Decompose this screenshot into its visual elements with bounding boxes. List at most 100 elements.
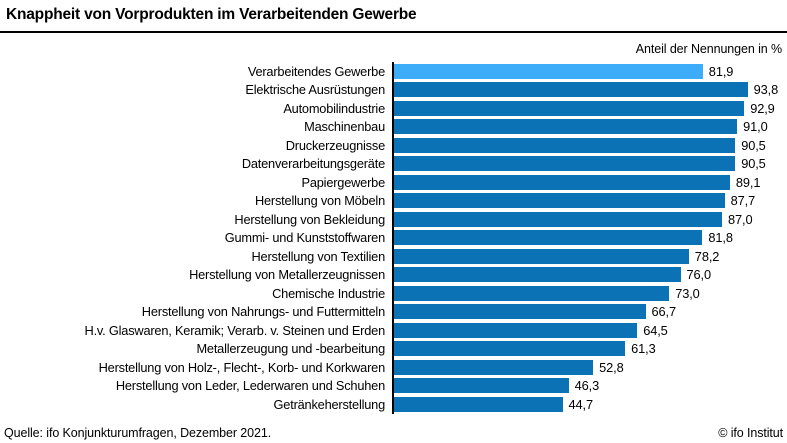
copyright-note: © ifo Institut [718,426,783,440]
bar-zone: 64,5 [392,321,787,340]
bar-zone: 44,7 [392,395,787,414]
bar-zone: 52,8 [392,358,787,377]
bar [394,285,670,301]
value-label: 90,5 [741,137,766,153]
bar-row: Automobilindustrie 92,9 [0,99,787,118]
bar [394,137,736,153]
category-label: Herstellung von Bekleidung [234,211,385,227]
value-label: 93,8 [753,82,779,98]
bar-zone: 90,5 [392,154,787,173]
bar-row: Maschinenbau 91,0 [0,117,787,136]
bar-row: Papiergewerbe 89,1 [0,173,787,192]
value-label: 87,7 [730,193,756,209]
bar [394,378,569,394]
bar-row: Getränkeherstellung 44,7 [0,395,787,414]
bar-row: Metallerzeugung und -bearbeitung 61,3 [0,339,787,358]
bar [394,156,736,172]
bar-zone: 87,7 [392,191,787,210]
bar [394,174,730,190]
category-label: Maschinenbau [304,119,385,135]
category-label: Herstellung von Leder, Lederwaren und Sc… [115,378,385,394]
bar [394,248,689,264]
bar-zone: 61,3 [392,339,787,358]
bar [394,63,703,79]
value-label: 44,7 [568,396,594,412]
title-rule [0,31,787,33]
value-label: 92,9 [750,100,775,116]
bar [394,267,681,283]
bar-row: Gummi- und Kunststoffwaren 81,8 [0,228,787,247]
value-label: 78,2 [694,248,720,264]
bar-zone: 46,3 [392,376,787,395]
value-label: 64,5 [643,322,668,338]
bar [394,359,594,375]
bar-zone: 81,8 [392,228,787,247]
category-label: Datenverarbeitungsgeräte [241,156,385,172]
bar [394,322,638,338]
bar-row: Datenverarbeitungsgeräte 90,5 [0,154,787,173]
bar-row: Herstellung von Nahrungs- und Futtermitt… [0,302,787,321]
bar-row: Druckerzeugnisse 90,5 [0,136,787,155]
bar-row: Chemische Industrie 73,0 [0,284,787,303]
category-label: Gummi- und Kunststoffwaren [224,230,385,246]
bar [394,304,646,320]
bar-zone: 78,2 [392,247,787,266]
category-label: Herstellung von Metallerzeugnissen [189,267,385,283]
value-label: 46,3 [574,378,600,394]
bar-row: Elektrische Ausrüstungen 93,8 [0,80,787,99]
category-label: Getränkeherstellung [273,396,386,412]
bar-row: Herstellung von Textilien 78,2 [0,247,787,266]
bar-row: Herstellung von Möbeln 87,7 [0,191,787,210]
bar-row: Herstellung von Leder, Lederwaren und Sc… [0,376,787,395]
value-label: 81,9 [708,63,734,79]
bar-row: H.v. Glaswaren, Keramik; Verarb. v. Stei… [0,321,787,340]
bar [394,119,738,135]
bar-zone: 87,0 [392,210,787,229]
bar [394,100,745,116]
bar-zone: 90,5 [392,136,787,155]
value-label: 52,8 [599,359,624,375]
value-label: 66,7 [651,304,677,320]
bar [394,82,748,98]
category-label: Automobilindustrie [283,100,385,116]
unit-label: Anteil der Nennungen in % [635,42,782,56]
category-label: Papiergewerbe [301,174,386,190]
category-label: Elektrische Ausrüstungen [245,82,385,98]
category-label: Verarbeitendes Gewerbe [247,63,385,79]
bar-row: Herstellung von Holz-, Flecht-, Korb- un… [0,358,787,377]
category-label: H.v. Glaswaren, Keramik; Verarb. v. Stei… [84,322,386,338]
chart-title: Knappheit von Vorprodukten im Verarbeite… [6,6,417,23]
bar-chart-rows: Verarbeitendes Gewerbe 81,9 Elektrische … [0,62,787,414]
bar-row: Herstellung von Bekleidung 87,0 [0,210,787,229]
bar [394,193,725,209]
bar-zone: 66,7 [392,302,787,321]
value-label: 73,0 [675,285,700,301]
category-label: Herstellung von Holz-, Flecht-, Korb- un… [98,359,386,375]
category-label: Chemische Industrie [272,285,385,301]
bar [394,230,703,246]
bar-zone: 73,0 [392,284,787,303]
category-label: Herstellung von Möbeln [254,193,385,209]
bar-zone: 89,1 [392,173,787,192]
category-label: Metallerzeugung und -bearbeitung [196,341,385,357]
category-label: Herstellung von Textilien [251,248,386,264]
value-label: 87,0 [728,211,753,227]
bar-zone: 76,0 [392,265,787,284]
bar [394,341,626,357]
bar-zone: 81,9 [392,62,787,81]
category-label: Druckerzeugnisse [285,137,385,153]
bar-row: Herstellung von Metallerzeugnissen 76,0 [0,265,787,284]
value-label: 89,1 [735,174,761,190]
bar-zone: 91,0 [392,117,787,136]
value-label: 91,0 [743,119,768,135]
source-note: Quelle: ifo Konjunkturumfragen, Dezember… [4,426,272,440]
bar-zone: 92,9 [392,99,787,118]
value-label: 90,5 [741,156,766,172]
value-label: 61,3 [631,341,656,357]
bar-zone: 93,8 [392,80,787,99]
value-label: 81,8 [708,230,733,246]
category-label: Herstellung von Nahrungs- und Futtermitt… [141,304,385,320]
value-label: 76,0 [686,267,712,283]
bar [394,396,563,412]
